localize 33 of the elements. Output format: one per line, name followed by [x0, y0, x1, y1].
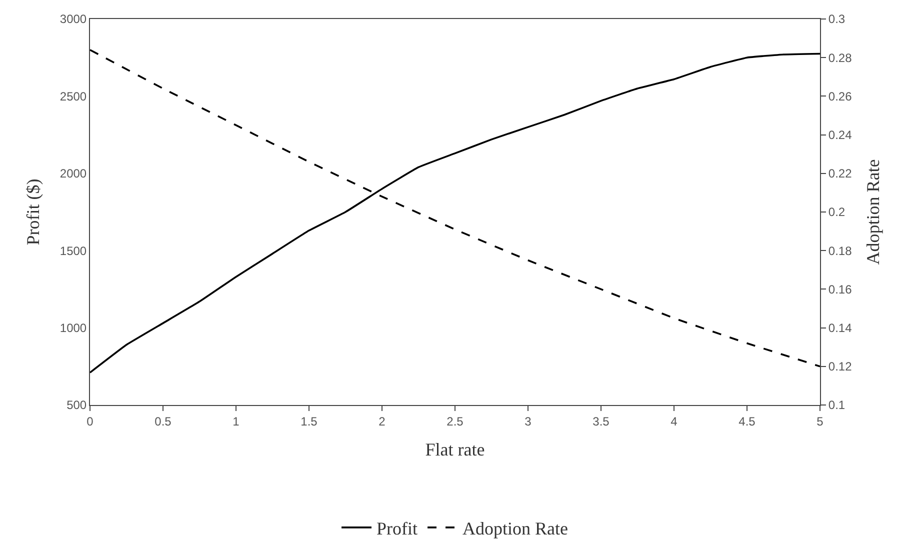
x-axis-title: Flat rate	[425, 440, 485, 460]
y2-tick-label: 0.3	[828, 12, 846, 26]
y-axis-title: Profit ($)	[23, 178, 44, 246]
y-tick-label: 2000	[60, 166, 87, 181]
x-tick-label: 0.5	[154, 414, 172, 428]
y-tick-label: 2500	[60, 89, 87, 104]
x-tick-label: 2.5	[446, 414, 464, 428]
legend-label: Adoption Rate	[462, 518, 568, 538]
x-tick-label: 3.5	[592, 414, 610, 428]
x-tick-label: 4	[670, 414, 678, 428]
y2-tick-label: 0.26	[828, 89, 852, 104]
y2-axis-title: Adoption Rate	[863, 159, 884, 265]
x-tick-label: 4.5	[738, 414, 756, 428]
y2-tick-label: 0.22	[828, 166, 852, 181]
legend-label: Profit	[376, 518, 418, 538]
y2-tick-label: 0.14	[828, 321, 852, 335]
x-tick-label: 2	[378, 414, 386, 428]
x-tick-label: 0	[86, 414, 94, 428]
y2-tick-label: 0.28	[828, 50, 852, 65]
x-tick-label: 3	[524, 414, 532, 428]
y2-tick-label: 0.24	[828, 128, 852, 142]
y-tick-label: 1000	[60, 321, 87, 335]
y-tick-label: 3000	[60, 12, 87, 26]
y2-tick-label: 0.1	[828, 398, 846, 412]
y2-tick-label: 0.18	[828, 244, 852, 258]
x-tick-label: 1.5	[300, 414, 318, 428]
x-tick-label: 5	[816, 414, 824, 428]
y2-tick-label: 0.16	[828, 282, 852, 296]
y-tick-label: 1500	[60, 244, 87, 258]
y2-tick-label: 0.2	[828, 205, 846, 220]
x-tick-label: 1	[232, 414, 240, 428]
y-tick-label: 500	[66, 398, 87, 412]
y2-tick-label: 0.12	[828, 360, 852, 374]
